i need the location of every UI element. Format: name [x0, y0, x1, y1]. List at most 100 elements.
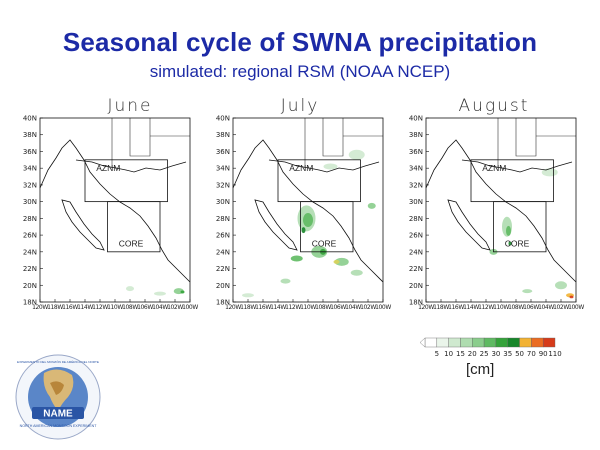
lat-label: 18N [409, 299, 423, 307]
legend-tick: 110 [548, 350, 562, 358]
precipitation-contour [180, 290, 185, 294]
legend-swatch [495, 337, 508, 348]
state-boundary [515, 118, 537, 157]
lat-label: 34N [23, 165, 37, 173]
precipitation-contour [348, 149, 365, 160]
precipitation-shading [489, 168, 574, 299]
legend-tick: 35 [503, 350, 513, 358]
legend-tick-labels: 5 10 15 20 25 30 35 50 70 90 110 [408, 350, 568, 360]
lat-label: 20N [23, 282, 37, 290]
lat-label: 22N [216, 265, 230, 273]
coastline [39, 139, 191, 283]
lat-label: 30N [23, 198, 37, 206]
lat-label: 32N [23, 181, 37, 189]
page-title: Seasonal cycle of SWNA precipitation [62, 27, 538, 57]
legend-tick: 25 [479, 350, 489, 358]
august-panel-title: August [458, 96, 530, 116]
precipitation-contour [508, 241, 512, 246]
lat-label: 34N [216, 165, 230, 173]
lon-label: 110W [300, 304, 316, 311]
lat-label: 20N [409, 282, 423, 290]
precipitation-contour [506, 225, 511, 236]
legend-tick: 15 [455, 350, 465, 358]
logo-spanish-text: EXPERIMENTO DEL MONZÓN DE AMÉRICA DEL NO… [17, 359, 99, 364]
precipitation-contour [301, 227, 306, 234]
legend-unit-label: [cm] [466, 361, 495, 378]
lat-label: 40N [409, 115, 423, 123]
lon-label: 106W [137, 304, 153, 311]
lon-label: 100W [568, 304, 584, 311]
lon-label: 110W [107, 304, 123, 311]
lat-label: 22N [23, 265, 37, 273]
legend-tick: 5 [434, 350, 440, 358]
lon-label: 110W [493, 304, 509, 311]
lon-label: 118W [240, 304, 256, 311]
legend-tick: 70 [526, 350, 536, 358]
lon-label: 100W [375, 304, 391, 311]
lon-label: 120W [32, 304, 48, 311]
lon-label: 104W [152, 304, 168, 311]
precipitation-shading [126, 286, 185, 296]
july-panel-title: July [280, 96, 320, 116]
legend-swatch [472, 337, 485, 348]
lat-label: 18N [23, 299, 37, 307]
lon-label: 100W [182, 304, 198, 311]
lon-label: 104W [538, 304, 554, 311]
precipitation-contour [280, 278, 291, 284]
lon-label: 108W [315, 304, 331, 311]
lat-label: 22N [409, 265, 423, 273]
lon-label: 118W [433, 304, 449, 311]
lat-label: 24N [409, 248, 423, 256]
coastline [425, 139, 577, 283]
legend-tick: 10 [444, 350, 454, 358]
lat-label: 38N [23, 131, 37, 139]
legend-tick: 90 [538, 350, 548, 358]
legend-swatch [483, 337, 497, 348]
lon-label: 120W [418, 304, 434, 311]
lon-label: 102W [360, 304, 376, 311]
lat-label: 26N [23, 232, 37, 240]
precipitation-contour [522, 289, 533, 294]
lat-label: 36N [409, 148, 423, 156]
lon-label: 112W [285, 304, 301, 311]
precipitation-contour [323, 163, 338, 170]
page-subtitle: simulated: regional RSM (NOAA NCEP) [149, 62, 451, 81]
legend-swatch [460, 337, 473, 348]
lat-label: 34N [409, 165, 423, 173]
lon-label: 112W [478, 304, 494, 311]
lon-label: 116W [255, 304, 271, 311]
aznm-label: AZNM [482, 163, 506, 173]
june-panel-title: June [107, 96, 153, 116]
map-frame [39, 117, 191, 303]
state-boundary [322, 118, 344, 157]
precipitation-contour [303, 213, 313, 228]
lat-label: 26N [216, 232, 230, 240]
lon-label: 118W [47, 304, 63, 311]
core-label: CORE [312, 238, 337, 248]
lat-label: 30N [216, 198, 230, 206]
core-region-box [493, 201, 547, 253]
lat-label: 30N [409, 198, 423, 206]
lat-label: 28N [409, 215, 423, 223]
lat-label: 36N [216, 148, 230, 156]
lon-label: 102W [167, 304, 183, 311]
lat-label: 38N [216, 131, 230, 139]
us-mexico-border [268, 159, 380, 173]
us-mexico-border [75, 159, 187, 173]
precipitation-contour [154, 291, 166, 296]
name-experiment-logo: NAME NORTH AMERICAN MONSOON EXPERIMENT E… [15, 354, 101, 440]
lat-label: 28N [23, 215, 37, 223]
lat-label: 36N [23, 148, 37, 156]
us-mexico-border [461, 159, 573, 173]
lat-label: 26N [409, 232, 423, 240]
precipitation-shading [242, 149, 376, 298]
legend-swatch [507, 337, 520, 348]
coastline [232, 139, 384, 283]
july-map: AZNM CORE 40N 38N 36N 34N 32N 30N 28N 26N 24N 22N 20… [216, 115, 392, 312]
lon-label: 102W [553, 304, 569, 311]
legend-swatch [542, 337, 556, 348]
precipitation-contour [334, 257, 349, 266]
precipitation-contour [569, 295, 574, 299]
state-boundary [129, 118, 151, 157]
lon-label: 116W [62, 304, 78, 311]
